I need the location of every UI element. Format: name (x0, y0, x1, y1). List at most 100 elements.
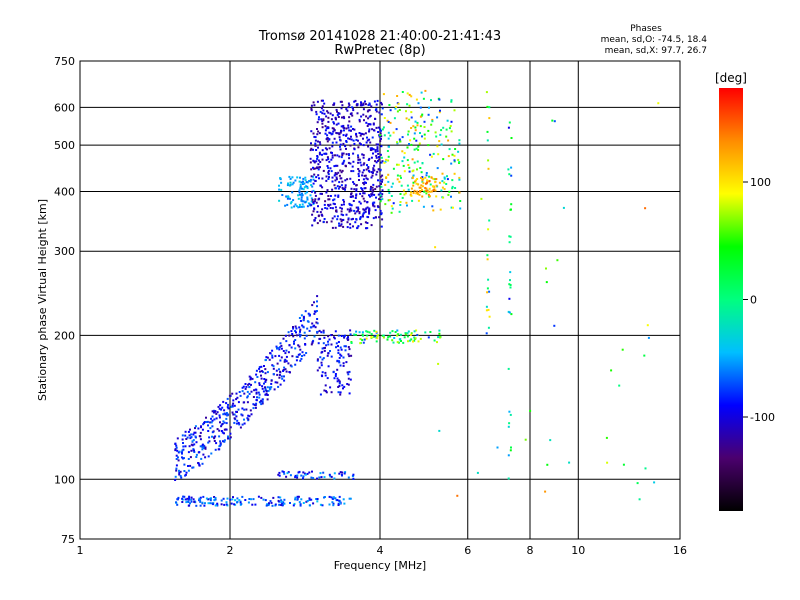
data-point (302, 325, 305, 328)
data-point (381, 198, 384, 201)
data-point (236, 501, 238, 504)
data-point (280, 375, 283, 378)
data-point (415, 179, 417, 182)
data-point (321, 158, 324, 161)
data-point (301, 203, 304, 206)
data-point (269, 500, 272, 503)
data-point (226, 397, 229, 400)
data-point (421, 135, 423, 138)
data-point (315, 321, 318, 324)
data-point (366, 215, 369, 218)
data-point (190, 496, 193, 499)
data-point (299, 334, 302, 337)
data-point (320, 99, 323, 102)
data-point (321, 177, 324, 180)
data-point (187, 465, 189, 467)
data-point (349, 144, 352, 147)
data-point (421, 185, 424, 188)
data-point (176, 449, 179, 452)
data-point (357, 172, 360, 175)
data-point (372, 123, 375, 126)
data-point (279, 342, 282, 345)
data-point (415, 182, 418, 185)
data-point (289, 177, 292, 180)
data-point (207, 502, 210, 505)
data-point (340, 203, 343, 206)
data-point (410, 127, 413, 129)
data-point (390, 185, 393, 188)
data-point (175, 464, 178, 467)
data-point (229, 498, 232, 501)
data-point (366, 164, 368, 167)
data-point (323, 152, 326, 155)
data-point (387, 159, 390, 162)
data-point (416, 191, 419, 194)
data-point (326, 148, 328, 151)
data-point (350, 218, 353, 221)
data-point (340, 210, 343, 213)
data-point (241, 423, 244, 426)
data-point (189, 456, 192, 459)
data-point (369, 187, 372, 190)
data-point (345, 127, 348, 130)
data-point (258, 401, 261, 404)
data-point (337, 386, 340, 388)
data-point (417, 199, 420, 202)
data-point (340, 354, 343, 357)
data-point (337, 345, 339, 348)
data-point (299, 176, 301, 179)
data-point (407, 130, 410, 133)
data-point (398, 338, 401, 341)
data-point (321, 105, 324, 108)
data-point (392, 341, 395, 344)
data-point (508, 173, 511, 176)
data-point (320, 351, 323, 354)
data-point (453, 154, 456, 157)
data-point (250, 498, 253, 501)
data-point (266, 398, 269, 401)
data-point (229, 437, 231, 440)
data-point (367, 109, 370, 112)
data-point (311, 185, 314, 188)
data-point (352, 170, 355, 173)
data-point (319, 192, 322, 195)
data-point (329, 386, 332, 389)
data-point (339, 224, 342, 227)
data-point (380, 225, 383, 228)
data-point (177, 496, 180, 499)
data-point (391, 182, 394, 185)
data-point (416, 334, 419, 336)
data-point (298, 326, 301, 329)
data-point (451, 185, 454, 188)
data-point (186, 497, 189, 500)
data-point (225, 402, 228, 405)
data-point (258, 382, 261, 385)
data-point (317, 159, 320, 162)
data-point (363, 119, 365, 122)
data-point (246, 395, 249, 398)
data-point (324, 132, 327, 135)
data-point (350, 170, 353, 173)
data-point (204, 456, 207, 459)
data-point (355, 184, 358, 187)
y-tick-label: 75 (61, 533, 75, 546)
data-point (423, 133, 426, 136)
data-point (384, 160, 387, 163)
data-point (310, 104, 313, 107)
data-point (346, 178, 349, 181)
stats-header: Phases (630, 24, 662, 34)
data-point (296, 476, 299, 479)
data-point (361, 195, 364, 198)
data-point (187, 469, 190, 472)
data-point (335, 209, 337, 212)
data-point (432, 177, 435, 180)
data-point (281, 504, 284, 507)
data-point (255, 373, 258, 376)
data-point (369, 123, 372, 126)
data-point (488, 219, 491, 222)
chart-subtitle: RwPretec (8p) (334, 43, 425, 58)
data-point (333, 122, 335, 125)
data-point (331, 151, 333, 154)
data-point (308, 471, 311, 474)
data-point (448, 148, 451, 151)
